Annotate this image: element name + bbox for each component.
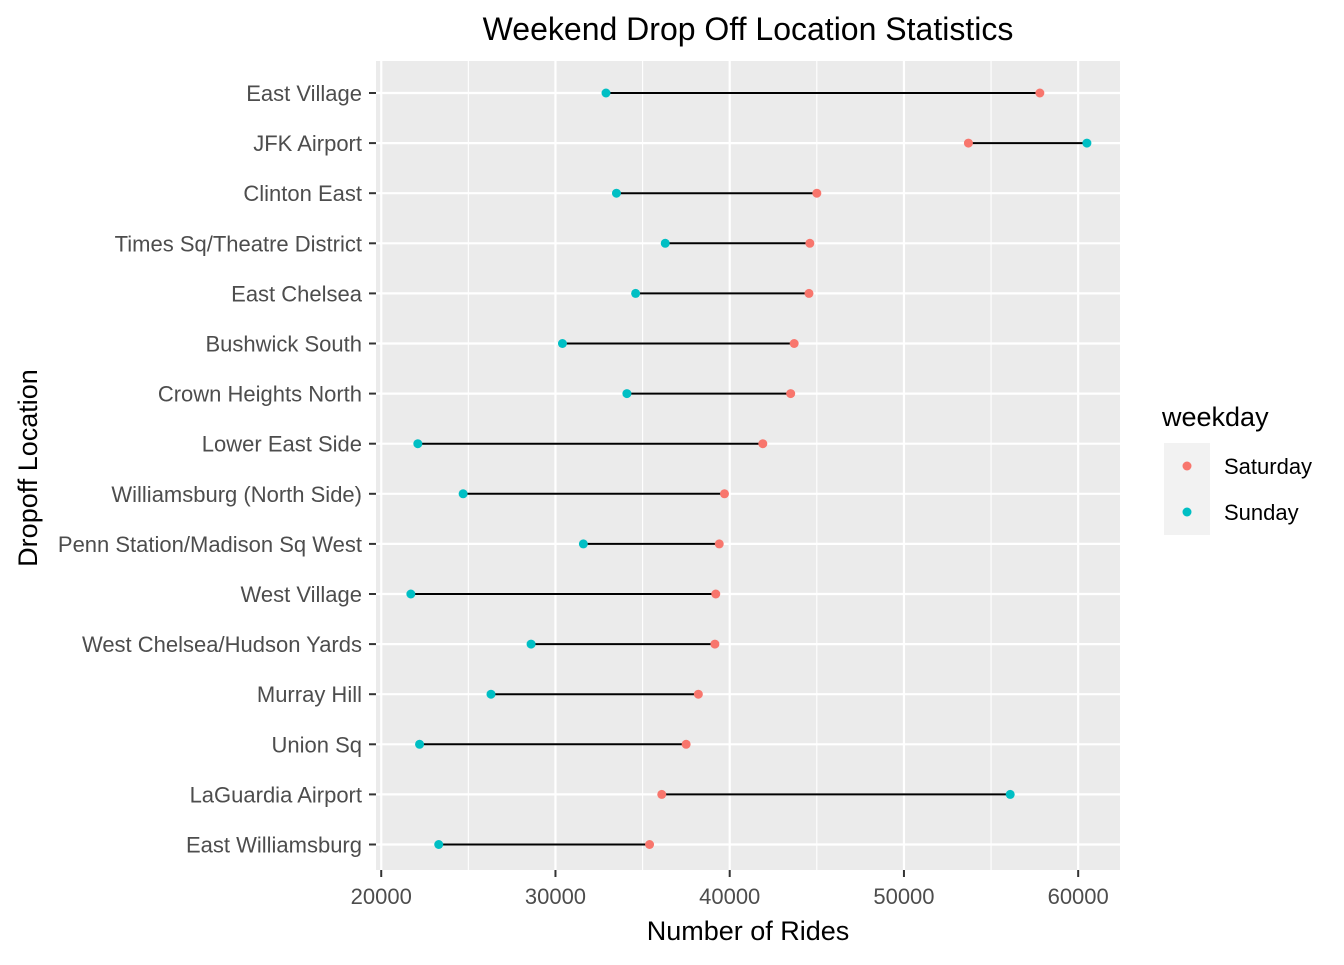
point-sunday	[415, 739, 425, 749]
legend-key-saturday	[1182, 461, 1192, 471]
point-sunday	[578, 539, 588, 549]
point-saturday	[693, 689, 703, 699]
legend-label-sunday: Sunday	[1224, 500, 1299, 525]
y-tick-label: LaGuardia Airport	[190, 782, 362, 807]
legend-key-sunday	[1182, 507, 1192, 517]
point-sunday	[434, 840, 444, 849]
x-tick-label: 40000	[699, 884, 760, 909]
y-tick-label: Murray Hill	[257, 682, 362, 707]
y-tick-label: East Village	[246, 81, 362, 106]
point-sunday	[611, 188, 621, 198]
y-tick-label: East Chelsea	[231, 281, 363, 306]
point-saturday	[719, 489, 729, 499]
x-axis-title: Number of Rides	[647, 916, 850, 946]
point-sunday	[486, 689, 496, 699]
point-sunday	[660, 238, 670, 248]
point-saturday	[963, 138, 973, 148]
point-sunday	[458, 489, 468, 499]
x-tick-label: 50000	[873, 884, 934, 909]
y-tick-label: Times Sq/Theatre District	[115, 231, 362, 256]
point-saturday	[805, 238, 815, 248]
x-tick-label: 20000	[351, 884, 412, 909]
point-sunday	[526, 639, 536, 649]
chart-title: Weekend Drop Off Location Statistics	[483, 11, 1014, 47]
point-sunday	[631, 288, 641, 298]
y-tick-label: West Chelsea/Hudson Yards	[82, 632, 362, 657]
point-sunday	[557, 339, 567, 348]
point-sunday	[601, 88, 611, 98]
y-tick-label: Bushwick South	[205, 332, 362, 357]
point-saturday	[681, 739, 691, 749]
point-saturday	[804, 288, 814, 298]
x-tick-label: 30000	[525, 884, 586, 909]
point-saturday	[789, 339, 799, 348]
legend-label-saturday: Saturday	[1224, 454, 1312, 479]
point-saturday	[657, 789, 667, 799]
point-sunday	[1005, 789, 1015, 799]
plot-panel: East Village JFK Airport Clinton East Times…	[58, 61, 1120, 909]
y-tick-label: Lower East Side	[202, 432, 362, 457]
y-tick-label: West Village	[241, 582, 362, 607]
point-sunday	[406, 589, 416, 599]
point-saturday	[758, 439, 768, 449]
y-tick-label: Williamsburg (North Side)	[111, 482, 362, 507]
point-saturday	[786, 389, 796, 399]
point-sunday	[413, 439, 423, 449]
legend-title: weekday	[1161, 402, 1269, 432]
point-sunday	[622, 389, 632, 399]
y-tick-label: Clinton East	[243, 181, 362, 206]
y-tick-label: Crown Heights North	[158, 382, 362, 407]
panel-background	[376, 61, 1120, 870]
point-saturday	[714, 539, 724, 549]
point-saturday	[710, 639, 720, 649]
x-tick-label: 60000	[1048, 884, 1109, 909]
legend-key-background	[1164, 443, 1210, 535]
point-saturday	[1035, 88, 1045, 98]
legend: weekday Saturday Sunday	[1161, 402, 1312, 535]
y-tick-label: Union Sq	[271, 732, 362, 757]
point-saturday	[645, 840, 655, 849]
point-saturday	[711, 589, 721, 599]
y-tick-label: JFK Airport	[253, 131, 362, 156]
point-saturday	[812, 188, 822, 198]
y-tick-label: East Williamsburg	[186, 833, 362, 858]
y-tick-label: Penn Station/Madison Sq West	[58, 532, 362, 557]
point-sunday	[1082, 138, 1092, 148]
y-axis-title: Dropoff Location	[13, 369, 43, 567]
